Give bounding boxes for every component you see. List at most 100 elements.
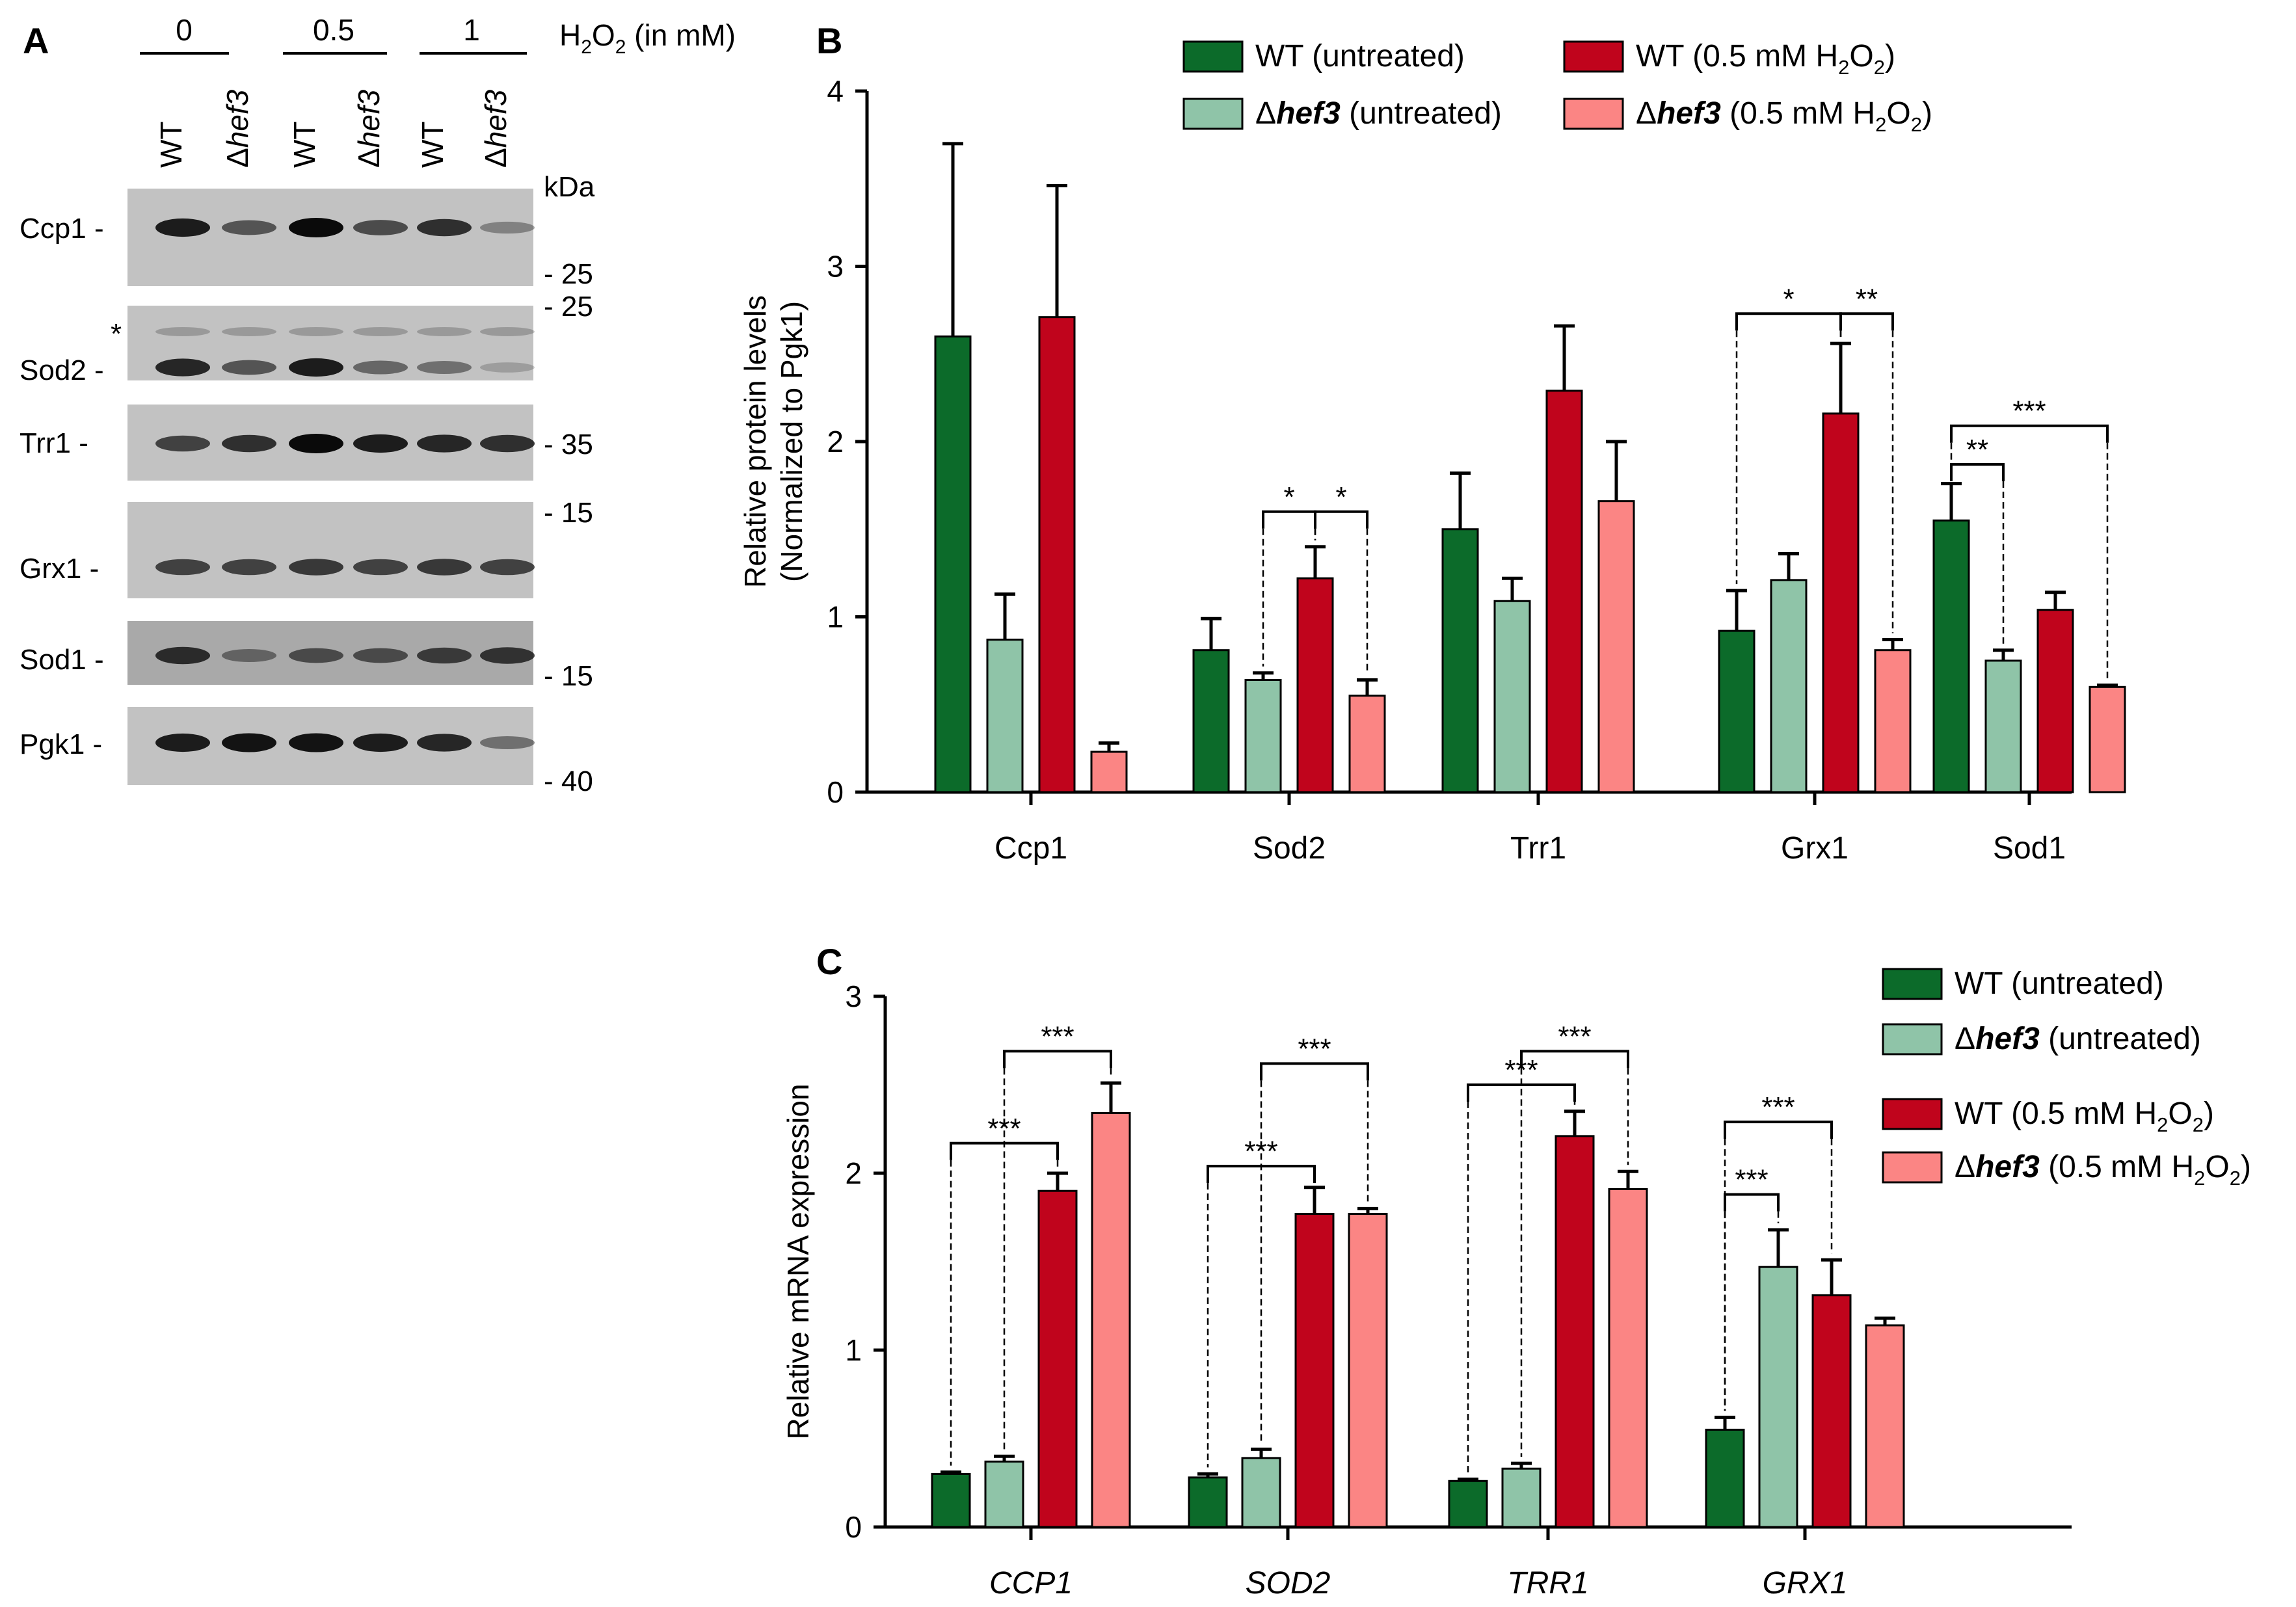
lane-label-text: Δhef3 bbox=[352, 89, 386, 168]
significance-label: *** bbox=[1244, 1136, 1277, 1167]
band-trr1-1 bbox=[222, 434, 276, 453]
band-pgk1-1 bbox=[222, 733, 276, 752]
legend-swatch-2 bbox=[1882, 1098, 1943, 1130]
legend-swatch-3 bbox=[1563, 98, 1624, 130]
dose-label-1: 1 bbox=[463, 13, 480, 47]
lane-label-2: WT bbox=[287, 121, 321, 168]
band-sod1-3 bbox=[353, 648, 408, 663]
band-grx1-1 bbox=[222, 559, 276, 576]
band-pgk1-0 bbox=[155, 733, 210, 752]
x-tick-label-sod2: Sod2 bbox=[1253, 831, 1326, 866]
panel-b-label: B bbox=[816, 20, 842, 61]
blot-strip-ccp1 bbox=[127, 189, 533, 286]
band-sod2-5 bbox=[480, 327, 535, 336]
bar-sod2-series-1 bbox=[1241, 1457, 1281, 1528]
significance-label: *** bbox=[1735, 1164, 1768, 1196]
significance-bracket bbox=[1260, 1062, 1369, 1081]
panel-a-label: A bbox=[23, 20, 49, 61]
marker-trr1: - 35 bbox=[544, 429, 593, 460]
band-sod1-4 bbox=[417, 647, 472, 664]
bar-ccp1-series-1 bbox=[984, 1460, 1024, 1528]
band-sod2-1 bbox=[222, 360, 276, 375]
bar-trr1-series-0 bbox=[1441, 528, 1479, 793]
legend-swatch-1 bbox=[1882, 1023, 1943, 1056]
x-tick-label-sod1: Sod1 bbox=[1993, 831, 2066, 866]
panel-c-label: C bbox=[816, 941, 842, 982]
band-sod2-4 bbox=[417, 360, 472, 375]
y-tick-label: 1 bbox=[845, 1333, 862, 1367]
dose-label-0: 0 bbox=[176, 13, 193, 47]
legend-swatch-0 bbox=[1182, 40, 1244, 73]
bar-ccp1-series-2 bbox=[1038, 316, 1076, 793]
significance-bracket bbox=[1262, 510, 1316, 529]
band-ccp1-0 bbox=[155, 218, 210, 237]
bar-grx1-series-2 bbox=[1822, 412, 1860, 793]
legend-label-3: Δhef3 (0.5 mM H2O2) bbox=[1636, 96, 1932, 136]
marker-sod1: - 15 bbox=[544, 660, 593, 692]
significance-bracket bbox=[1950, 424, 2109, 443]
band-trr1-3 bbox=[353, 434, 408, 453]
bar-ccp1-series-0 bbox=[931, 1472, 971, 1528]
legend-panel-c: WT (untreated) Δhef3 (untreated) WT (0.5 m… bbox=[1882, 966, 2251, 1189]
significance-bracket bbox=[1314, 510, 1368, 529]
band-ccp1-1 bbox=[222, 220, 276, 235]
significance-bracket bbox=[1003, 1050, 1112, 1069]
protein-label-grx1: Grx1 - bbox=[20, 553, 99, 585]
y-tick-label: 4 bbox=[827, 74, 844, 108]
significance-label: * bbox=[1283, 481, 1294, 513]
band-trr1-4 bbox=[417, 434, 472, 453]
bar-ccp1-series-1 bbox=[986, 639, 1024, 793]
bar-trr1-series-2 bbox=[1555, 1135, 1595, 1528]
band-sod2-2 bbox=[289, 358, 343, 377]
bar-grx1-series-0 bbox=[1718, 630, 1755, 793]
x-tick-label-trr1: TRR1 bbox=[1507, 1566, 1588, 1600]
legend-label-0: WT (untreated) bbox=[1255, 39, 1465, 73]
band-pgk1-2 bbox=[289, 733, 343, 752]
lane-label-text: Δhef3 bbox=[220, 89, 254, 168]
dose-label-0.5: 0.5 bbox=[313, 13, 354, 47]
protein-label-pgk1: Pgk1 - bbox=[20, 728, 102, 760]
protein-label-ccp1: Ccp1 - bbox=[20, 213, 104, 245]
bar-trr1-series-3 bbox=[1597, 500, 1635, 793]
y-axis-title-line: Relative mRNA expression bbox=[781, 1083, 815, 1439]
bar-ccp1-series-3 bbox=[1090, 750, 1128, 793]
band-grx1-0 bbox=[155, 559, 210, 576]
lane-label-4: WT bbox=[416, 121, 449, 168]
x-tick-label-ccp1: CCP1 bbox=[989, 1566, 1073, 1600]
significance-bracket bbox=[1724, 1121, 1833, 1139]
band-pgk1-4 bbox=[417, 734, 472, 752]
protein-label-sod2: Sod2 - bbox=[20, 354, 104, 386]
band-ccp1-5 bbox=[480, 221, 535, 234]
bar-ccp1-series-3 bbox=[1091, 1112, 1131, 1528]
bar-sod1-series-3 bbox=[2089, 685, 2126, 793]
lane-label-text: WT bbox=[416, 121, 449, 168]
x-tick-label-grx1: GRX1 bbox=[1763, 1566, 1848, 1600]
legend-swatch-1 bbox=[1182, 98, 1244, 130]
bar-trr1-series-1 bbox=[1493, 600, 1531, 793]
band-grx1-2 bbox=[289, 559, 343, 576]
band-grx1-5 bbox=[480, 559, 535, 576]
band-sod1-5 bbox=[480, 647, 535, 664]
significance-bracket bbox=[1724, 1193, 1780, 1212]
band-sod2-0 bbox=[155, 327, 210, 336]
chart-panel-c: 0 1 2 3 CCP1 SOD2 TRR1 GRX1 Relative mRNA expres… bbox=[781, 979, 2072, 1600]
bar-trr1-series-1 bbox=[1501, 1467, 1542, 1528]
band-sod2-3 bbox=[353, 327, 408, 336]
x-tick-label-ccp1: Ccp1 bbox=[994, 831, 1067, 866]
y-axis-title-line: Relative protein levels bbox=[738, 295, 772, 588]
legend-label-3: Δhef3 (0.5 mM H2O2) bbox=[1955, 1150, 2251, 1189]
marker-ccp1: - 25 bbox=[544, 258, 593, 290]
band-ccp1-4 bbox=[417, 219, 472, 237]
significance-bracket bbox=[1839, 312, 1894, 331]
bar-trr1-series-3 bbox=[1608, 1188, 1648, 1528]
y-axis-title-line: (Normalized to Pgk1) bbox=[775, 301, 808, 582]
band-sod2-4 bbox=[417, 327, 472, 336]
panel-a-western-blot: A 0 0.5 1 H2O2 (in mM) WT Δhef3 WT Δhef3 WT Δ… bbox=[20, 13, 736, 797]
band-sod2-5 bbox=[480, 362, 535, 373]
lane-label-text: Δhef3 bbox=[479, 89, 513, 168]
bar-grx1-series-3 bbox=[1865, 1324, 1905, 1528]
significance-label: ** bbox=[1966, 434, 1988, 466]
bar-sod2-series-2 bbox=[1294, 1213, 1335, 1528]
bar-sod2-series-1 bbox=[1244, 679, 1282, 793]
